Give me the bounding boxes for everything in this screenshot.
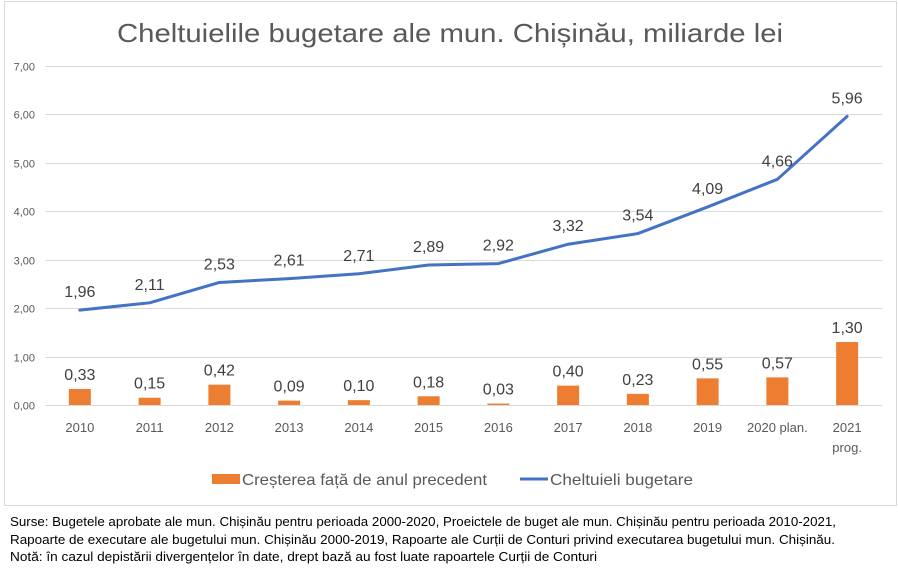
legend-bar-label: Creșterea față de anul precedent <box>242 472 488 489</box>
x-tick-label: 2014 <box>344 420 373 435</box>
bar <box>278 400 301 405</box>
line-point <box>706 205 710 209</box>
legend-line-label: Cheltuieli bugetare <box>550 472 693 489</box>
line-series <box>78 114 849 312</box>
bar <box>626 393 649 405</box>
bar-data-label: 0,09 <box>274 379 305 396</box>
x-tick-label: prog. <box>832 440 862 455</box>
bar <box>766 377 789 405</box>
x-tick-label: 2019 <box>693 420 722 435</box>
line-point <box>357 272 361 276</box>
x-tick-label: 2016 <box>484 420 513 435</box>
y-tick-label: 7,00 <box>14 62 35 74</box>
y-tick-label: 0,00 <box>14 401 35 413</box>
line-data-label: 2,61 <box>274 253 305 270</box>
footnote-line-sources: Surse: Bugetele aprobate ale mun. Chișin… <box>10 515 836 529</box>
bar-data-label: 0,10 <box>343 378 374 395</box>
x-tick-label: 2011 <box>136 420 164 435</box>
y-tick-label: 6,00 <box>14 110 35 122</box>
legend-bar-swatch <box>212 474 240 484</box>
bar-data-label: 0,55 <box>692 356 723 373</box>
footnote-line-reports: Rapoarte de executare ale bugetului mun.… <box>10 533 835 547</box>
x-tick-label: 2017 <box>554 420 583 435</box>
line-data-label: 2,53 <box>204 256 235 273</box>
x-tick-label: 2010 <box>65 420 94 435</box>
x-tick-label: 2012 <box>205 420 234 435</box>
line-point <box>217 280 221 284</box>
line-point <box>78 308 82 312</box>
bar <box>417 396 440 405</box>
line-data-label: 5,96 <box>832 90 863 107</box>
line-point <box>496 262 500 266</box>
footnote: Surse: Bugetele aprobate ale mun. Chișin… <box>10 515 836 564</box>
bar <box>696 378 719 405</box>
series-line-cheltuieli-bugetare <box>78 114 849 312</box>
line-point <box>566 242 570 246</box>
line-data-label: 3,54 <box>622 208 653 225</box>
y-tick-label: 4,00 <box>14 207 35 219</box>
line-data-label: 2,11 <box>135 277 165 294</box>
y-tick-label: 1,00 <box>14 353 35 365</box>
legend-item-line[interactable]: Cheltuieli bugetare <box>520 472 693 489</box>
y-tick-label: 5,00 <box>14 159 35 171</box>
line-point <box>775 177 779 181</box>
bar-data-label: 0,40 <box>553 364 584 381</box>
bar-data-label: 1,30 <box>832 320 863 337</box>
line-data-label: 3,32 <box>553 218 584 235</box>
line-data-labels: 1,96 2,11 2,53 2,61 2,71 2,89 2,92 3,32 3,54 4,09… <box>64 90 862 301</box>
y-tick-label: 2,00 <box>14 304 35 316</box>
legend-item-bar[interactable]: Creșterea față de anul precedent <box>212 472 488 489</box>
line-data-label: 4,66 <box>762 153 793 170</box>
x-tick-label: 2015 <box>414 420 443 435</box>
y-axis-tick-labels: 0,00 1,00 2,00 3,00 4,00 5,00 6,00 7,00 <box>14 62 35 413</box>
line-data-label: 2,89 <box>413 239 444 256</box>
bar-data-label: 0,57 <box>762 355 793 372</box>
x-axis-tick-labels: 2010 2011 2012 2013 2014 2015 2016 2017 2018 2019… <box>65 420 862 455</box>
bar <box>487 403 510 405</box>
chart-frame <box>4 1 897 506</box>
line-point <box>845 114 849 118</box>
y-tick-label: 3,00 <box>14 256 35 268</box>
line-data-label: 2,71 <box>343 248 374 265</box>
bar <box>557 385 580 405</box>
bar <box>836 342 859 405</box>
bar <box>347 400 370 405</box>
x-tick-label: 2021 <box>833 420 862 435</box>
x-tick-label: 2020 plan. <box>747 420 808 435</box>
line-point <box>636 232 640 236</box>
line-data-label: 2,92 <box>483 238 514 255</box>
line-point <box>427 263 431 267</box>
line-point <box>287 277 291 281</box>
bar-data-labels: 0,33 0,15 0,42 0,09 0,10 0,18 0,03 0,40 0,23 0,55… <box>64 320 862 399</box>
x-tick-label: 2018 <box>623 420 652 435</box>
footnote-line-note: Notă: în cazul depistării divergențelor … <box>10 550 597 564</box>
bar-series <box>68 342 859 405</box>
bar <box>208 384 231 405</box>
gridlines <box>45 66 882 406</box>
x-tick-label: 2013 <box>275 420 304 435</box>
legend: Creșterea față de anul precedent Cheltui… <box>212 472 693 489</box>
line-data-label: 4,09 <box>692 181 723 198</box>
line-data-label: 1,96 <box>64 284 95 301</box>
bar-data-label: 0,42 <box>204 363 235 380</box>
bar-data-label: 0,33 <box>64 367 95 384</box>
bar <box>138 397 161 405</box>
bar <box>68 389 91 405</box>
bar-data-label: 0,03 <box>483 382 514 399</box>
chart-title: Cheltuielile bugetare ale mun. Chișinău,… <box>117 18 783 48</box>
line-point <box>148 301 152 305</box>
bar-data-label: 0,23 <box>622 372 653 389</box>
bar-data-label: 0,15 <box>134 376 165 393</box>
bar-data-label: 0,18 <box>413 374 444 391</box>
